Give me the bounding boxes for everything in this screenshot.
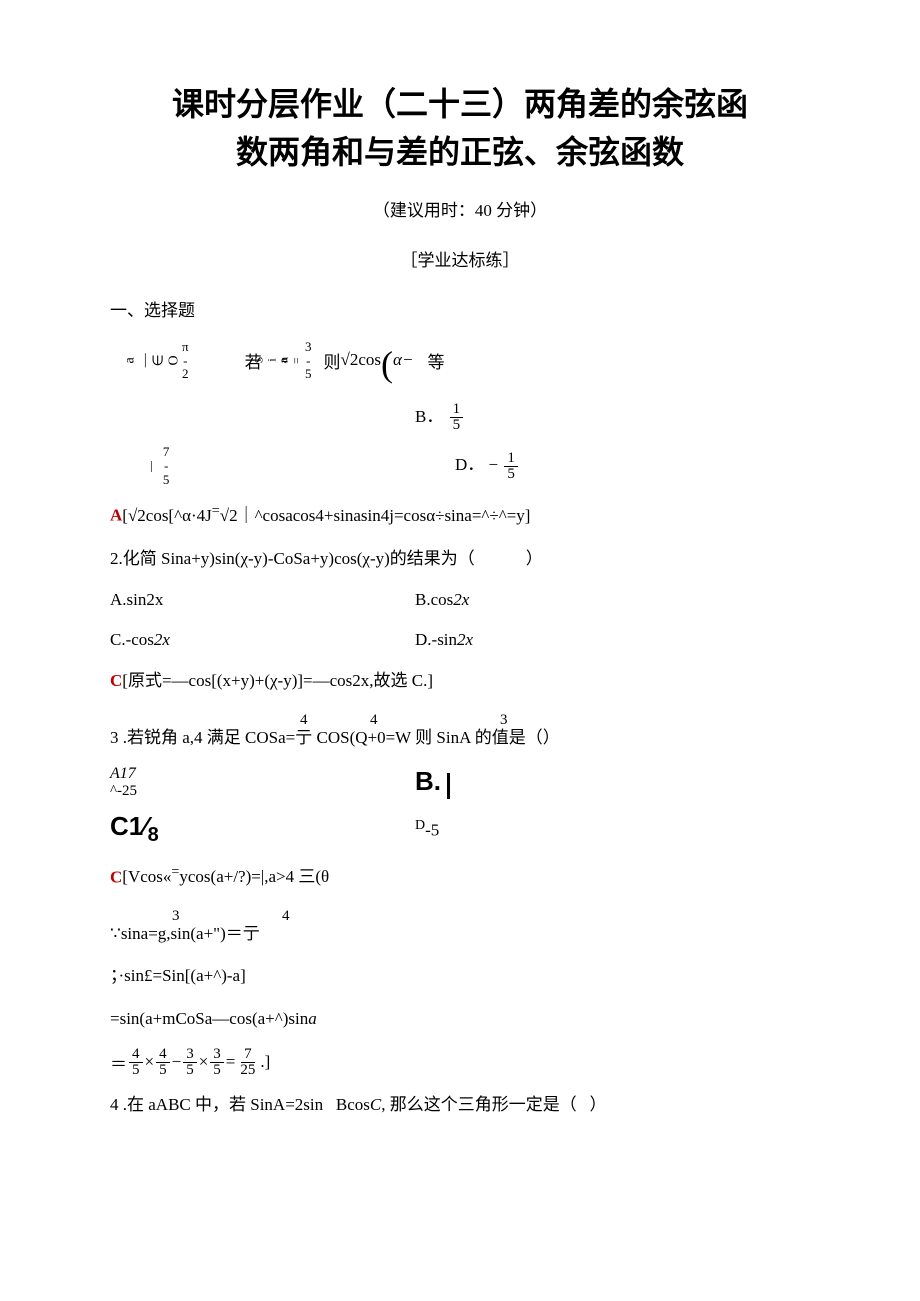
q3-option-d: DD-5-5 — [415, 818, 810, 841]
page-content: 课时分层作业（二十三）两角差的余弦函 数两角和与差的正弦、余弦函数 （建议用时：… — [0, 0, 920, 1192]
q1-answer: A[√2cos[^α·4J=√2｜^cosacos4+sinasin4j=cos… — [110, 498, 810, 531]
q2-stem: 2.化简 Sina+y)sin(χ-y)-CoSa+y)cos(χ-y)的结果为… — [110, 544, 810, 575]
q1-optd-frac: 1 5 — [504, 451, 518, 482]
q2-row-cd: C.-cos2x D.-sin2x — [110, 626, 810, 654]
q3-row-cd: C1⁄8 DD-5-5 — [110, 811, 810, 847]
q1-option-d: D． − 1 5 — [455, 450, 810, 482]
q3-option-a: A17 ^-25 — [110, 765, 415, 799]
q1-opta-stack: 7-5 — [163, 445, 170, 486]
q3-sol2-top4: 4 — [282, 903, 290, 930]
q2-option-d: D.-sin2x — [415, 630, 810, 650]
q1-big-paren: ( — [381, 343, 393, 385]
q3-answer-letter: C — [110, 867, 122, 886]
q1-stack-b: π-2 — [182, 340, 189, 381]
q3-sol2-top3: 3 — [172, 903, 180, 930]
q1-option-ad-row: | 7-5 D． − 1 5 — [110, 445, 810, 486]
q1-stack-a: a—∈O — [124, 353, 183, 367]
q3-top-3: 3 — [500, 707, 508, 734]
q3-top-4: 4 — [370, 707, 378, 734]
document-title: 课时分层作业（二十三）两角差的余弦函 数两角和与差的正弦、余弦函数 — [110, 80, 810, 176]
q1-stem: a—∈O π-2 若 Sin a= 3-5 则 √2cos ( α− 等 — [110, 331, 810, 390]
q2-answer: C[原式=—cos[(x+y)+(χ-y)]=—cos2x,故选 C.] — [110, 666, 810, 697]
title-line-2: 数两角和与差的正弦、余弦函数 — [110, 128, 810, 176]
time-note: （建议用时：40 分钟） — [110, 196, 810, 221]
q1-text-ze: 则 — [324, 348, 341, 373]
subheading-choice: 一、选择题 — [110, 296, 810, 321]
section-label: ［学业达标练］ — [110, 246, 810, 271]
q2-answer-text: [原式=—cos[(x+y)+(χ-y)]=—cos2x,故选 C.] — [122, 671, 433, 690]
q2-option-a: A.sin2x — [110, 590, 415, 610]
q3-option-c: C1⁄8 — [110, 811, 415, 847]
q2-row-ab: A.sin2x B.cos2x — [110, 586, 810, 614]
q2-option-b: B.cos2x — [415, 590, 810, 610]
q3-sol-3: ；·sin£=Sin[(a+^)-a] — [110, 961, 810, 992]
q1-answer-text: [√2cos[^α·4J=√2｜^cosacos4+sinasin4j=cosα… — [122, 506, 530, 525]
q4-stem: 4 .在 aABC 中，若 SinA=2sin BcosC, 那么这个三角形一定… — [110, 1090, 810, 1121]
q3-option-b: B. — [415, 766, 810, 799]
q1-optb-frac: 1 5 — [450, 402, 464, 433]
q3-sol-2: ∵sina=g,sin(a+")＝亍 3 4 — [110, 905, 810, 950]
q3-sol-4: =sin(a+mCoSa—cos(a+^)sina — [110, 1004, 810, 1035]
q1-answer-letter: A — [110, 506, 122, 525]
q3-stem: 3 .若锐角 a,4 满足 COSa=亍 COS(Q+0=W 则 SinA 的值… — [110, 709, 810, 754]
q1-tail: 等 — [427, 348, 444, 373]
q1-paren-inner: α− — [393, 350, 413, 370]
q1-option-b: B． 1 5 — [415, 402, 810, 434]
q3-row-ab: A17 ^-25 B. — [110, 765, 810, 799]
q3-over1: 亍 — [295, 723, 312, 754]
q1-sqrt-expr: √2cos — [341, 350, 382, 370]
q2-answer-letter: C — [110, 671, 122, 690]
q1-stack-e: 3-5 — [305, 340, 312, 381]
q3-sol-1: C[Vcos«=ycos(a+/?)=|,a>4 三(θ — [110, 860, 810, 893]
q3-sol-5: ＝ 45 × 45 − 35 × 35 = 725 .] — [110, 1047, 810, 1078]
q3-sol1-text: [Vcos«=ycos(a+/?)=|,a>4 三(θ — [122, 867, 329, 886]
title-line-1: 课时分层作业（二十三）两角差的余弦函 — [110, 80, 810, 128]
q3-b-bar — [447, 773, 450, 799]
q1-option-b-row: B． 1 5 — [110, 402, 810, 434]
q2-option-c: C.-cos2x — [110, 630, 415, 650]
q1-stack-d: a= — [277, 357, 302, 364]
